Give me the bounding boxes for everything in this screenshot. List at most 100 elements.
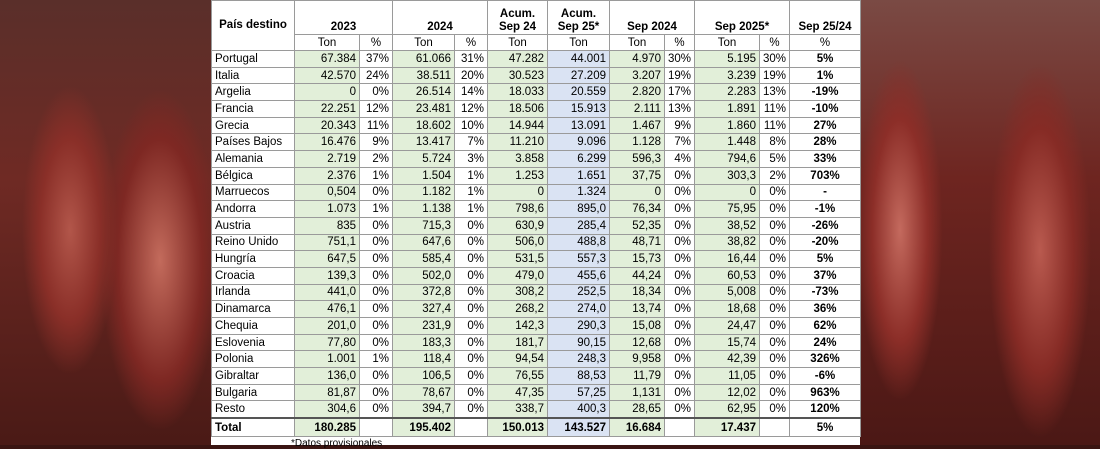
unit-header: Ton xyxy=(487,34,548,51)
value-cell: 18,68 xyxy=(694,300,760,318)
value-cell: 0 xyxy=(694,183,760,202)
data-row: Hungría 647,5 0% 585,4 0% 531,5 557,3 15,73 0% 16… xyxy=(211,250,862,268)
value-cell: 13% xyxy=(664,100,695,118)
value-cell: 0% xyxy=(454,300,488,318)
value-cell: 24% xyxy=(789,333,862,352)
value-cell: 5.724 xyxy=(392,150,455,168)
value-cell: 47,35 xyxy=(487,383,548,402)
value-cell: 12,02 xyxy=(694,383,760,402)
country: Grecia xyxy=(211,116,295,135)
value-cell: 303,3 xyxy=(694,166,760,185)
value-cell: 81,87 xyxy=(294,383,360,402)
value-cell: 0% xyxy=(359,367,393,385)
value-cell: 11% xyxy=(359,116,393,135)
value-cell: 94,54 xyxy=(487,350,548,369)
value-cell: 0% xyxy=(454,233,488,252)
value-cell: 441,0 xyxy=(294,283,360,302)
value-cell: 30.523 xyxy=(487,66,548,85)
value-cell: 15,74 xyxy=(694,333,760,352)
value-cell: 38,52 xyxy=(694,216,760,235)
value-cell: 0% xyxy=(758,317,791,335)
value-cell: 37,75 xyxy=(609,166,665,185)
value-cell: 7% xyxy=(454,133,488,152)
value-cell: 0% xyxy=(359,383,393,402)
value-cell: 0% xyxy=(664,166,695,185)
value-cell: 0% xyxy=(359,283,393,302)
value-cell: 0% xyxy=(454,250,488,268)
value-cell: 0 xyxy=(487,183,548,202)
value-cell: 27% xyxy=(789,116,862,135)
data-row: Francia 22.251 12% 23.481 12% 18.506 15.913 2.1… xyxy=(211,100,862,118)
value-cell: 0 xyxy=(609,183,665,202)
value-cell: 11,79 xyxy=(609,367,665,385)
value-cell: 394,7 xyxy=(392,400,455,419)
value-cell: 0% xyxy=(359,333,393,352)
value-cell: 6.299 xyxy=(547,150,610,168)
value-cell: 11,05 xyxy=(694,367,760,385)
value-cell: 5% xyxy=(789,250,862,268)
data-row: Países Bajos 16.476 9% 13.417 7% 11.210 9.096 1… xyxy=(211,133,862,152)
country: Gibraltar xyxy=(211,367,295,385)
value-cell: 0% xyxy=(758,367,791,385)
value-cell: 142,3 xyxy=(487,317,548,335)
value-cell: -10% xyxy=(789,100,862,118)
country: Francia xyxy=(211,100,295,118)
value-cell: 30% xyxy=(758,50,791,68)
value-cell: -73% xyxy=(789,283,862,302)
value-cell: 12% xyxy=(359,100,393,118)
value-cell: 0% xyxy=(359,317,393,335)
value-cell: 285,4 xyxy=(547,216,610,235)
value-cell: 12% xyxy=(454,100,488,118)
value-cell: 0% xyxy=(758,266,791,285)
value-cell: 136,0 xyxy=(294,367,360,385)
total-cell xyxy=(359,417,393,438)
value-cell: 3% xyxy=(454,150,488,168)
background-photo xyxy=(860,0,1100,445)
value-cell: 0% xyxy=(664,283,695,302)
value-cell: 77,80 xyxy=(294,333,360,352)
value-cell: 502,0 xyxy=(392,266,455,285)
value-cell: 0 xyxy=(294,83,360,102)
value-cell: 0% xyxy=(454,216,488,235)
value-cell: 17% xyxy=(664,83,695,102)
column-header: Sep 25/24 xyxy=(789,0,862,35)
footnote: *Datos provisionales xyxy=(291,438,383,449)
value-cell: 0% xyxy=(664,300,695,318)
value-cell: 1.467 xyxy=(609,116,665,135)
value-cell: 15,08 xyxy=(609,317,665,335)
data-row: Argelia 0 0% 26.514 14% 18.033 20.559 2.820 17% 2… xyxy=(211,83,862,102)
value-cell: 0% xyxy=(664,250,695,268)
value-cell: 9% xyxy=(359,133,393,152)
value-cell: 798,6 xyxy=(487,200,548,218)
value-cell: 26.514 xyxy=(392,83,455,102)
value-cell: 506,0 xyxy=(487,233,548,252)
data-row: Italia 42.570 24% 38.511 20% 30.523 27.209 3.20… xyxy=(211,66,862,85)
value-cell: 1.324 xyxy=(547,183,610,202)
value-cell: 0% xyxy=(758,216,791,235)
value-cell: 0% xyxy=(664,333,695,352)
value-cell: 9.096 xyxy=(547,133,610,152)
value-cell: -6% xyxy=(789,367,862,385)
value-cell: 0% xyxy=(454,317,488,335)
data-row: Gibraltar 136,0 0% 106,5 0% 76,55 88,53 11,79 0%… xyxy=(211,367,862,385)
column-header: 2024 xyxy=(392,0,488,35)
export-table: País destino 2023 2024 Acum. Sep 24 Acum. Se… xyxy=(211,0,862,438)
value-cell: 118,4 xyxy=(392,350,455,369)
value-cell: 455,6 xyxy=(547,266,610,285)
total-cell: 143.527 xyxy=(547,417,610,438)
total-cell xyxy=(758,417,791,438)
value-cell: 37% xyxy=(359,50,393,68)
data-row: Irlanda 441,0 0% 372,8 0% 308,2 252,5 18,34 0% 5,… xyxy=(211,283,862,302)
value-cell: 67.384 xyxy=(294,50,360,68)
value-cell: 0% xyxy=(664,383,695,402)
value-cell: 27.209 xyxy=(547,66,610,85)
value-cell: 1% xyxy=(789,66,862,85)
value-cell: 42,39 xyxy=(694,350,760,369)
value-cell: 2.111 xyxy=(609,100,665,118)
column-header: Sep 2025* xyxy=(693,0,791,35)
value-cell: 3.207 xyxy=(609,66,665,85)
value-cell: 1,131 xyxy=(609,383,665,402)
value-cell: 1% xyxy=(359,350,393,369)
value-cell: 963% xyxy=(789,383,862,402)
value-cell: 60,53 xyxy=(694,266,760,285)
